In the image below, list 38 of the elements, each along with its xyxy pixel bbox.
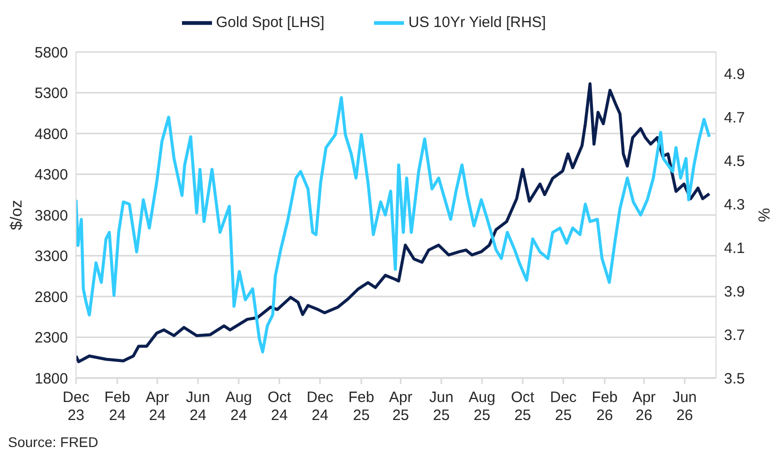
y-tick-label: 2300 xyxy=(34,330,68,347)
y2-tick-label: 3.9 xyxy=(724,283,745,300)
y2-axis-title: % xyxy=(754,208,770,222)
x-tick-label: Feb 24 xyxy=(104,389,130,424)
x-tick-label: Aug 24 xyxy=(225,389,252,424)
x-tick-label: Dec 25 xyxy=(550,389,578,424)
x-tick-label: Dec 23 xyxy=(62,389,90,424)
y-axis-title: $/oz xyxy=(8,200,26,230)
y2-tick-label: 3.7 xyxy=(724,326,745,344)
y-tick-label: 2800 xyxy=(34,288,68,306)
x-tick-label: Feb 25 xyxy=(348,389,374,424)
y-tick-label: 4800 xyxy=(34,126,68,143)
y2-tick-label: 3.5 xyxy=(724,370,745,388)
y-tick-label: 5300 xyxy=(34,85,68,102)
y-tick-label: 3800 xyxy=(34,207,68,224)
x-tick-label: Apr 25 xyxy=(388,389,412,424)
x-tick-label: Jun 24 xyxy=(186,389,210,424)
x-tick-label: Dec 24 xyxy=(306,389,334,424)
y2-tick-label: 4.3 xyxy=(724,196,745,214)
y-tick-label: 5800 xyxy=(34,44,68,62)
x-tick-label: Feb 26 xyxy=(592,389,618,424)
x-tick-label: Apr 26 xyxy=(632,389,656,424)
y2-tick-label: 4.5 xyxy=(724,152,745,170)
y-tick-label: 3300 xyxy=(34,248,68,266)
y2-tick-label: 4.9 xyxy=(724,66,745,84)
legend-label: US 10Yr Yield [RHS] xyxy=(408,14,546,31)
x-tick-label: Aug 25 xyxy=(468,389,496,424)
legend-label: Gold Spot [LHS] xyxy=(216,14,324,31)
y-tick-label: 4300 xyxy=(34,166,68,184)
y2-tick-label: 4.7 xyxy=(724,110,745,127)
x-tick-label: Jun 25 xyxy=(429,389,454,424)
x-tick-label: Apr 24 xyxy=(146,389,170,424)
x-tick-label: Oct 24 xyxy=(268,389,292,424)
y2-tick-label: 4.1 xyxy=(724,240,745,257)
source-note: Source: FRED xyxy=(8,434,100,450)
x-tick-label: Jun 26 xyxy=(672,389,697,424)
x-tick-label: Oct 25 xyxy=(510,389,536,424)
y-tick-label: 1800 xyxy=(34,370,68,388)
